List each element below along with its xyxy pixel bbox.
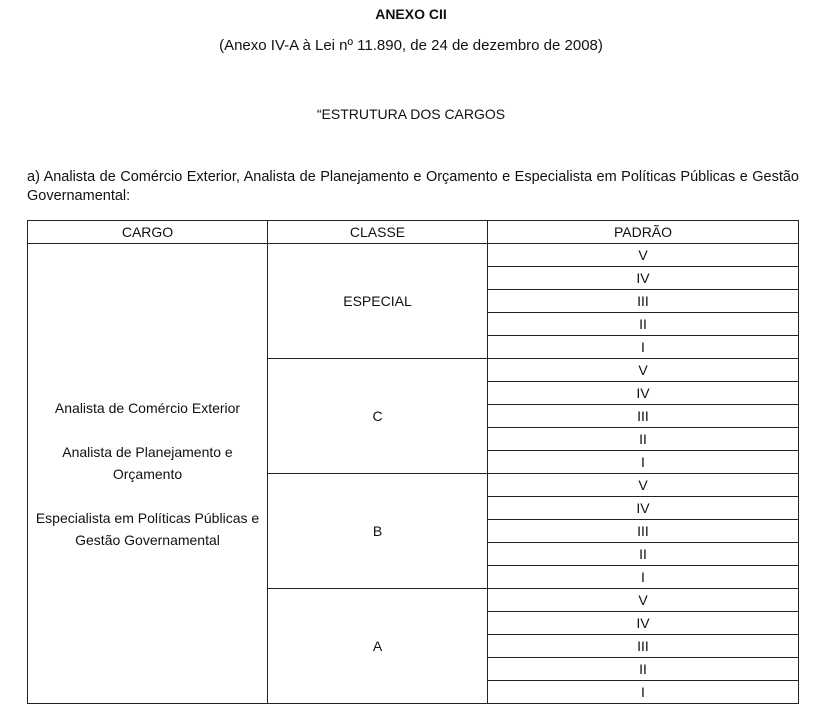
padrao-cell: II	[487, 657, 799, 681]
padrao-cell: IV	[487, 266, 799, 290]
padrao-cell: IV	[487, 496, 799, 520]
table-row: III	[28, 404, 799, 428]
padrao-cell: I	[487, 565, 799, 589]
annex-subtitle: (Anexo IV-A à Lei nº 11.890, de 24 de de…	[219, 37, 603, 54]
classe-cell: B	[267, 473, 488, 589]
padrao-cell: I	[487, 335, 799, 359]
header-classe: CLASSE	[267, 220, 488, 244]
padrao-cell: II	[487, 542, 799, 566]
padrao-cell: I	[487, 680, 799, 704]
cargo-name: Analista de Comércio Exterior	[54, 399, 241, 416]
padrao-cell: I	[487, 450, 799, 474]
padrao-cell: III	[487, 289, 799, 313]
table-row: II	[28, 312, 799, 336]
paragraph: a) Analista de Comércio Exterior, Analis…	[27, 169, 799, 204]
cargo-cell: Analista de Comércio Exterior Analista de…	[27, 243, 268, 704]
padrao-cell: III	[487, 634, 799, 658]
padrao-cell: V	[487, 588, 799, 612]
classe-cell: ESPECIAL	[267, 243, 488, 359]
table-row: I	[28, 680, 799, 704]
classe-cell: C	[267, 358, 488, 474]
classe-cell: A	[267, 588, 488, 704]
table-row: I	[28, 565, 799, 589]
padrao-cell: IV	[487, 381, 799, 405]
cargo-name: Analista de Planejamento e Orçamento	[62, 443, 233, 482]
table-row: II	[28, 657, 799, 681]
annex-title: ANEXO CII	[375, 6, 447, 22]
padrao-cell: V	[487, 473, 799, 497]
structure-table: CARGO CLASSE PADRÃO Analista de Comércio…	[27, 220, 799, 704]
section-heading: “ESTRUTURA DOS CARGOS	[316, 106, 506, 122]
padrao-cell: III	[487, 519, 799, 543]
table-header-row: CARGO CLASSE PADRÃO	[27, 220, 799, 244]
header-padrao: PADRÃO	[487, 220, 799, 244]
header-cargo: CARGO	[27, 220, 268, 244]
table-row: III	[28, 289, 799, 313]
padrao-cell: IV	[487, 611, 799, 635]
cargo-name: Especialista em Políticas Públicas e Ges…	[35, 509, 260, 548]
padrao-cell: V	[487, 243, 799, 267]
padrao-cell: II	[487, 427, 799, 451]
padrao-cell: II	[487, 312, 799, 336]
padrao-cell: III	[487, 404, 799, 428]
padrao-cell: V	[487, 358, 799, 382]
table-row: Analista de Comércio Exterior Analista de…	[27, 243, 799, 704]
